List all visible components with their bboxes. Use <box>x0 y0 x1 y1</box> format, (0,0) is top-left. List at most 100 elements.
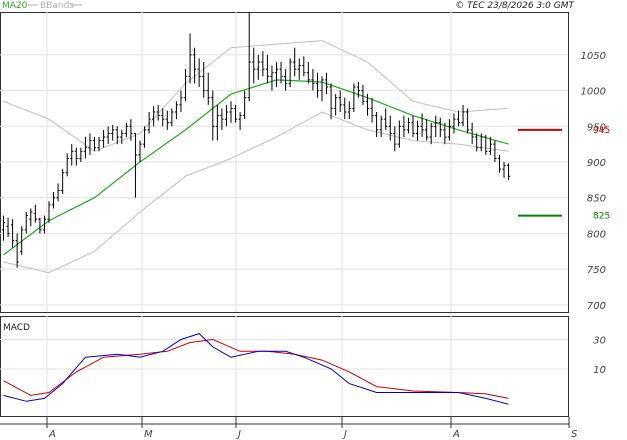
ohlc-bar <box>270 65 274 91</box>
ohlc-bar <box>206 72 210 105</box>
ohlc-bar <box>220 108 224 130</box>
ohlc-bar <box>20 226 24 255</box>
ohlc-bar <box>311 69 315 91</box>
ohlc-bar <box>434 115 438 137</box>
x-tick-label: J <box>236 429 241 440</box>
ohlc-bar <box>215 104 219 141</box>
ohlc-bar <box>15 233 19 268</box>
ohlc-bar <box>188 33 192 84</box>
ohlc-bar <box>197 58 201 87</box>
price-y-axis: 1050 1000 950 900 850 800 750 700 <box>581 51 606 312</box>
ohlc-bar <box>229 101 233 123</box>
ohlc-bar <box>361 84 365 105</box>
bb-lower-line <box>3 111 509 274</box>
ohlc-bar <box>402 115 406 137</box>
price-tick-label: 950 <box>587 122 606 133</box>
price-tick-label: 850 <box>587 194 606 205</box>
ohlc-bar <box>88 133 92 155</box>
ohlc-bar <box>452 113 456 134</box>
ohlc-bar <box>338 90 342 112</box>
ohlc-bar <box>156 104 160 121</box>
ohlc-bar <box>102 129 106 148</box>
ma20-line-group <box>3 79 509 256</box>
ohlc-bar <box>456 110 461 127</box>
ohlc-bar <box>115 126 119 145</box>
ohlc-bar <box>179 90 183 112</box>
macd-tick-label: 30 <box>593 336 606 347</box>
ohlc-bar <box>297 58 301 80</box>
ohlc-bar <box>375 112 379 137</box>
price-levels: 945 825 <box>518 126 610 222</box>
price-tick-label: 1000 <box>581 87 606 98</box>
ohlc-bar <box>83 137 87 159</box>
ohlc-bar <box>193 47 197 84</box>
ohlc-bar <box>415 120 420 141</box>
macd-grid <box>0 316 568 416</box>
ohlc-bar <box>470 122 474 145</box>
ohlc-bar <box>484 134 488 155</box>
copyright-text: © TEC 23/8/2026 3:0 GMT <box>455 1 575 11</box>
ohlc-bar <box>393 126 397 152</box>
ohlc-bar <box>106 126 110 145</box>
ohlc-bar <box>61 169 65 195</box>
ohlc-bar <box>429 122 433 145</box>
ohlc-bar <box>443 122 447 145</box>
ohlc-bar <box>51 192 56 209</box>
ohlc-bar <box>79 147 83 162</box>
ohlc-bar <box>466 108 470 134</box>
ohlc-bar <box>420 113 424 137</box>
ohlc-bar <box>70 144 74 166</box>
ohlc-bar <box>11 219 15 248</box>
ohlc-bar <box>38 217 42 234</box>
ohlc-bar <box>502 162 506 178</box>
macd-title: MACD <box>3 323 30 333</box>
ohlc-bar <box>65 153 69 177</box>
price-bars <box>1 12 511 268</box>
ohlc-bar <box>438 117 442 137</box>
ohlc-bar <box>397 120 401 148</box>
ohlc-bar <box>183 69 188 102</box>
ohlc-bar <box>475 133 479 152</box>
ohlc-bar <box>138 140 142 162</box>
ohlc-bar <box>447 119 451 141</box>
ohlc-bar <box>147 112 151 134</box>
x-tick-label: A <box>48 429 56 440</box>
ohlc-bar <box>315 72 320 98</box>
ohlc-bar <box>334 94 338 116</box>
macd-lines <box>3 333 509 405</box>
ohlc-bar <box>247 12 251 102</box>
ohlc-bar <box>224 104 229 127</box>
ohlc-bar <box>170 108 174 127</box>
legend-bbands: BBands <box>40 1 74 11</box>
ohlc-bar <box>165 110 169 130</box>
ohlc-bar <box>256 54 260 80</box>
ohlc-bar <box>233 104 238 123</box>
ohlc-bar <box>497 154 502 173</box>
macd-panel-frame <box>0 316 569 417</box>
ohlc-bar <box>24 212 28 234</box>
ohlc-bar <box>324 72 329 95</box>
ohlc-bar <box>111 124 115 141</box>
ohlc-bar <box>129 119 133 141</box>
ohlc-bar <box>243 90 247 120</box>
ohlc-bar <box>461 104 465 127</box>
ohlc-bar <box>356 82 360 98</box>
price-tick-label: 750 <box>587 265 606 276</box>
ohlc-bar <box>265 54 269 84</box>
ohlc-bar <box>425 119 429 141</box>
ohlc-bar <box>288 58 292 87</box>
ohlc-bar <box>211 90 215 141</box>
price-tick-label: 700 <box>587 301 606 312</box>
ohlc-bar <box>29 208 33 227</box>
price-grid <box>0 12 568 312</box>
macd-y-axis: 30 10 <box>593 336 606 376</box>
ohlc-bar <box>411 115 415 137</box>
macd-line <box>3 333 509 405</box>
ohlc-bar <box>379 115 383 137</box>
ohlc-bar <box>279 62 283 84</box>
ohlc-bar <box>202 62 206 98</box>
price-tick-label: 900 <box>587 158 606 169</box>
ohlc-bar <box>488 137 492 155</box>
ohlc-bar <box>33 204 37 223</box>
